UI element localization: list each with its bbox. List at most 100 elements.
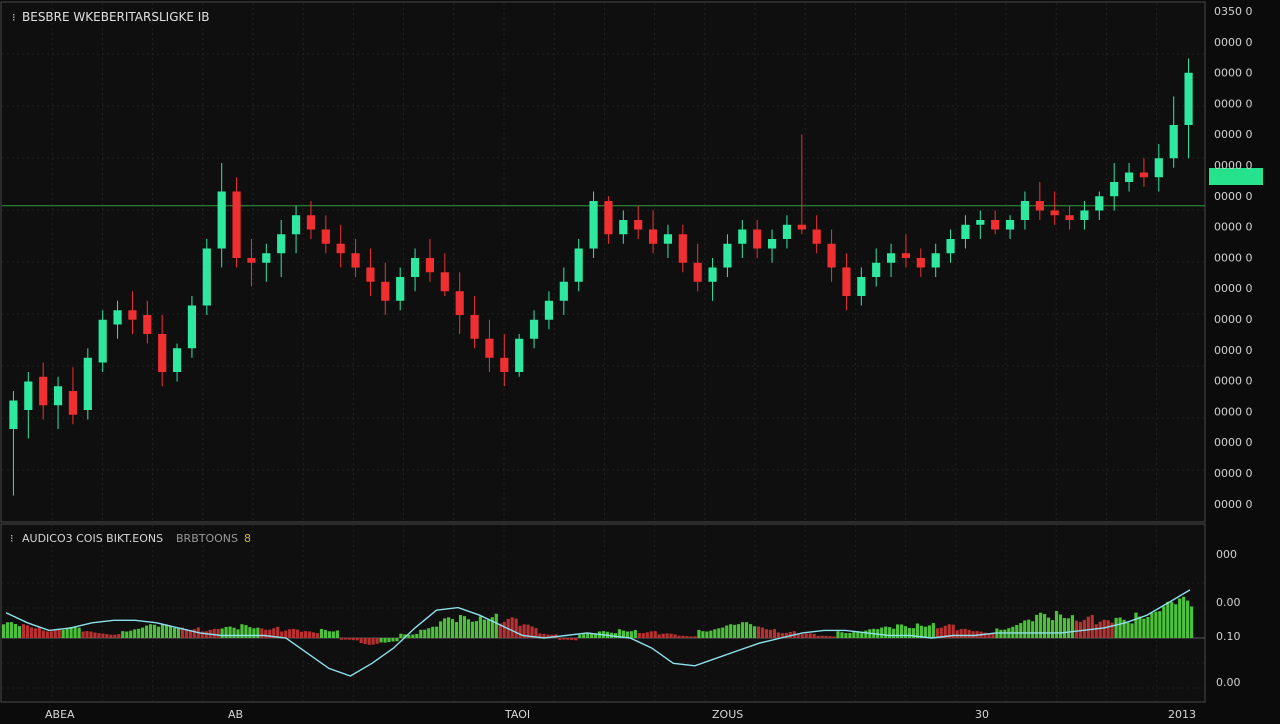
histogram-bar bbox=[248, 627, 252, 638]
histogram-bar bbox=[880, 627, 884, 638]
histogram-bar bbox=[617, 629, 622, 638]
histogram-bar bbox=[705, 631, 709, 638]
candle bbox=[440, 253, 449, 296]
histogram-bar bbox=[458, 615, 463, 638]
indicator-title-marker: ⁝ bbox=[10, 532, 14, 545]
y-tick-label: 0000 0 bbox=[1214, 67, 1253, 80]
histogram-bar bbox=[69, 626, 73, 638]
histogram-bar bbox=[967, 629, 971, 638]
histogram-bar bbox=[586, 633, 590, 638]
y-tick-label: 0000 0 bbox=[1214, 313, 1253, 326]
candle bbox=[351, 239, 360, 277]
histogram-bar bbox=[860, 631, 864, 638]
histogram-bar bbox=[2, 624, 6, 638]
candle-body bbox=[946, 239, 955, 254]
histogram-bar bbox=[315, 633, 320, 638]
histogram-bar bbox=[156, 626, 161, 638]
candle-body bbox=[68, 391, 78, 415]
histogram-bar bbox=[152, 624, 157, 638]
candle bbox=[753, 220, 762, 258]
histogram-bar bbox=[697, 629, 701, 638]
histogram-bar bbox=[435, 626, 439, 638]
candle bbox=[693, 243, 702, 292]
histogram-bar bbox=[800, 634, 804, 638]
histogram-bar bbox=[1023, 620, 1027, 638]
histogram-bar bbox=[745, 622, 749, 638]
histogram-bar bbox=[1106, 620, 1110, 638]
histogram-bar bbox=[268, 629, 272, 638]
histogram-bar bbox=[232, 627, 236, 638]
candle-body bbox=[604, 201, 613, 235]
histogram-bar bbox=[260, 628, 264, 638]
histogram-bar bbox=[423, 629, 427, 638]
histogram-bar bbox=[149, 624, 153, 638]
candle-body bbox=[961, 224, 970, 239]
histogram-bar bbox=[85, 631, 89, 638]
histogram-bar bbox=[1043, 614, 1047, 638]
histogram-bar bbox=[1039, 612, 1043, 638]
indicator-y-tick-label: 0.10 bbox=[1216, 630, 1241, 643]
candle bbox=[113, 300, 122, 339]
candle-body bbox=[1169, 125, 1178, 159]
candle-body bbox=[247, 258, 256, 263]
histogram-bar bbox=[649, 631, 653, 638]
candle-body bbox=[321, 229, 330, 244]
histogram-bar bbox=[403, 634, 407, 638]
histogram-bar bbox=[498, 623, 502, 638]
histogram-bar bbox=[125, 631, 129, 638]
histogram-bar bbox=[172, 627, 177, 638]
histogram-bar bbox=[367, 638, 371, 645]
histogram-bar bbox=[395, 638, 399, 642]
histogram-bar bbox=[411, 634, 415, 638]
histogram-bar bbox=[443, 618, 447, 638]
histogram-bar bbox=[673, 634, 677, 638]
candle-body bbox=[98, 319, 107, 363]
histogram-bar bbox=[387, 638, 391, 643]
histogram-bar bbox=[5, 622, 10, 638]
candle-body bbox=[1050, 210, 1059, 216]
histogram-bar bbox=[335, 630, 339, 638]
histogram-bar bbox=[645, 632, 649, 638]
histogram-bar bbox=[164, 624, 169, 638]
candle bbox=[901, 234, 911, 268]
candle bbox=[946, 229, 955, 263]
histogram-bar bbox=[236, 629, 240, 638]
histogram-bar bbox=[760, 627, 765, 638]
histogram-bar bbox=[1019, 623, 1023, 638]
candle bbox=[1020, 191, 1030, 230]
histogram-bar bbox=[633, 629, 637, 638]
candlestick-series bbox=[9, 58, 1193, 496]
candle-body bbox=[529, 319, 539, 339]
candle-body bbox=[217, 191, 226, 249]
histogram-bar bbox=[57, 628, 61, 638]
candle-body bbox=[113, 310, 122, 325]
candle-body bbox=[723, 243, 732, 268]
candle-body bbox=[1035, 201, 1044, 211]
candle-body bbox=[187, 305, 197, 349]
candle-body bbox=[767, 239, 777, 249]
candle-body bbox=[440, 272, 449, 292]
candle-body bbox=[827, 243, 836, 268]
histogram-bar bbox=[121, 631, 125, 638]
histogram-bar bbox=[1178, 598, 1182, 638]
histogram-bar bbox=[788, 631, 792, 638]
candle-body bbox=[589, 201, 598, 249]
histogram-bar bbox=[542, 633, 546, 638]
candle bbox=[291, 205, 301, 254]
histogram-bar bbox=[113, 634, 117, 638]
histogram-bar bbox=[216, 629, 220, 638]
candle-body bbox=[678, 234, 687, 263]
histogram-bar bbox=[462, 616, 467, 638]
histogram-bar bbox=[514, 618, 518, 638]
histogram-bar bbox=[919, 625, 924, 638]
candle-body bbox=[1110, 182, 1119, 197]
histogram-bar bbox=[1150, 613, 1154, 638]
histogram-bar bbox=[97, 633, 101, 638]
histogram-bar bbox=[379, 638, 383, 643]
histogram-bar bbox=[419, 629, 423, 638]
histogram-bar bbox=[824, 635, 828, 638]
candle bbox=[321, 215, 330, 254]
histogram-bar bbox=[13, 623, 18, 638]
candle bbox=[857, 267, 866, 306]
candle bbox=[410, 248, 420, 292]
